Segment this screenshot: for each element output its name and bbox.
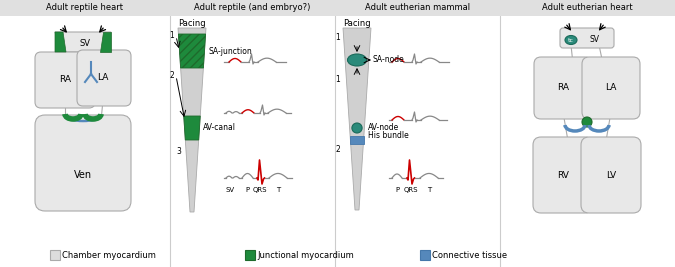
Polygon shape [55,32,66,52]
Circle shape [582,117,592,127]
Text: Adult eutherian mammal: Adult eutherian mammal [365,3,470,13]
Polygon shape [184,116,200,140]
Bar [245,250,255,260]
Text: LA: LA [97,73,109,83]
Text: AV-canal: AV-canal [203,124,236,132]
Text: Junctional myocardium: Junctional myocardium [257,250,354,260]
Bar [350,136,364,144]
Polygon shape [100,32,111,52]
Bar [50,250,60,260]
Text: 1: 1 [335,33,340,42]
Text: Adult reptile heart: Adult reptile heart [47,3,124,13]
Text: LA: LA [605,84,617,92]
Text: T: T [276,187,280,193]
Text: SV: SV [80,38,90,48]
Text: SV: SV [225,187,235,193]
Text: SA-junction: SA-junction [209,46,252,56]
Text: Pacing: Pacing [178,19,206,29]
Ellipse shape [352,123,362,133]
Text: QRS: QRS [404,187,418,193]
Ellipse shape [565,36,577,45]
FancyBboxPatch shape [77,50,131,106]
Text: RA: RA [557,84,569,92]
Text: tc: tc [568,37,574,42]
Text: His bundle: His bundle [369,132,409,140]
Text: RV: RV [557,171,569,179]
Text: P: P [395,187,399,193]
Text: Adult reptile (and embryo?): Adult reptile (and embryo?) [194,3,310,13]
Bar [170,0,335,16]
Text: SV: SV [590,34,600,44]
Text: RA: RA [59,76,71,84]
Bar [0,0,170,16]
Text: 2: 2 [169,72,174,80]
Text: P: P [245,187,249,193]
FancyBboxPatch shape [582,57,640,119]
Text: QRS: QRS [252,187,267,193]
Text: 1: 1 [169,32,174,41]
FancyBboxPatch shape [35,52,95,108]
Bar [500,0,675,16]
Text: Ven: Ven [74,170,92,180]
FancyBboxPatch shape [581,137,641,213]
Polygon shape [343,28,371,210]
Bar [420,250,430,260]
Text: Connective tissue: Connective tissue [432,250,507,260]
Text: Chamber myocardium: Chamber myocardium [62,250,156,260]
FancyBboxPatch shape [35,115,131,211]
Text: T: T [427,187,431,193]
Text: 1: 1 [335,76,340,84]
Ellipse shape [348,54,367,66]
Bar [335,0,500,16]
Text: AV-node: AV-node [369,123,400,132]
Text: LV: LV [606,171,616,179]
FancyBboxPatch shape [533,137,593,213]
Polygon shape [178,34,206,68]
Text: Pacing: Pacing [343,19,371,29]
FancyBboxPatch shape [560,28,614,48]
Polygon shape [55,32,111,52]
Polygon shape [178,28,206,212]
Text: 2: 2 [335,146,340,155]
Text: SA-node: SA-node [373,56,404,65]
Text: 3: 3 [176,147,182,156]
Text: Adult eutherian heart: Adult eutherian heart [542,3,633,13]
FancyBboxPatch shape [534,57,592,119]
